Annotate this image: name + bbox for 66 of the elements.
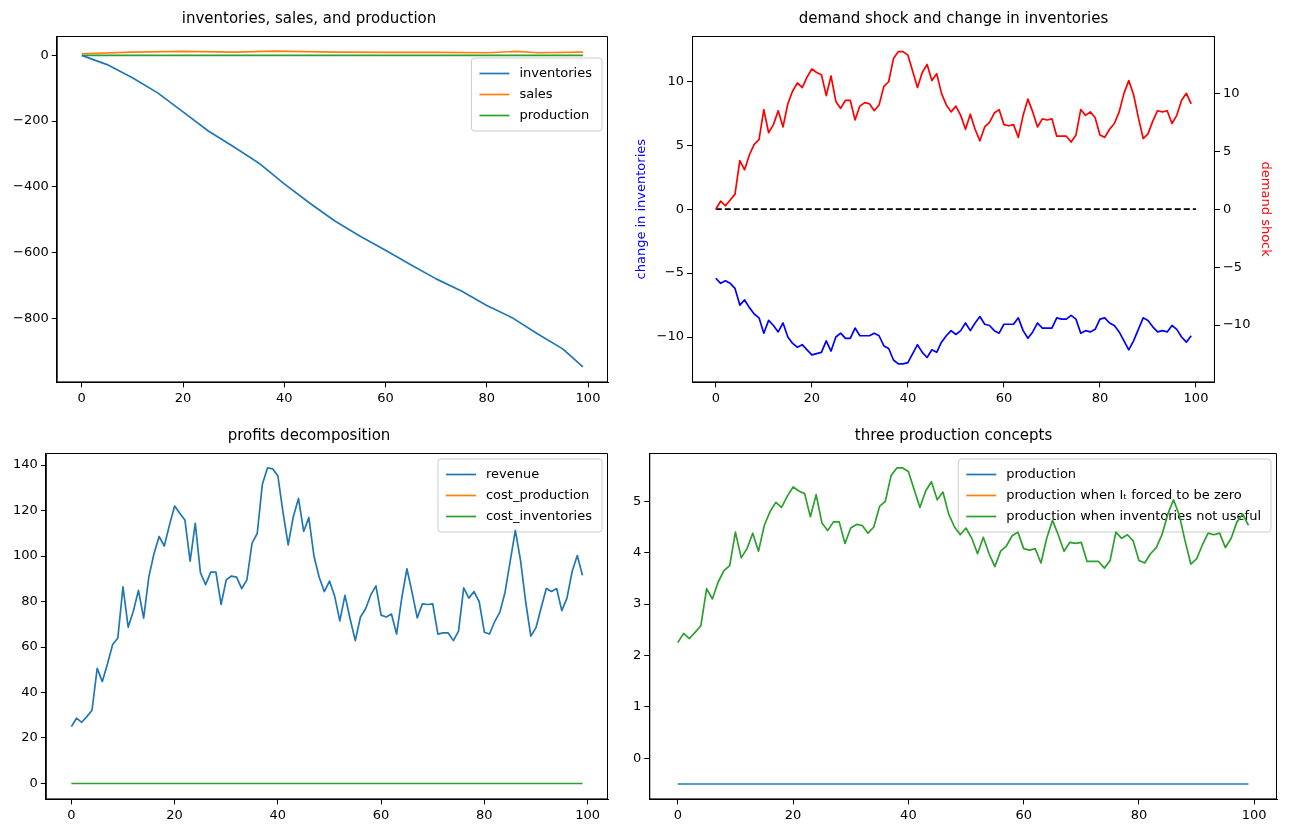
x-tick-label: 20 [803, 389, 821, 405]
y-tick-label: 5 [632, 492, 642, 508]
y2-tick-label: 5 [1222, 142, 1232, 158]
y-tick-label: 40 [21, 683, 38, 699]
chart-title: three production concepts [854, 425, 1053, 444]
x-tick-label: 80 [1130, 806, 1148, 822]
chart-title: profits decomposition [227, 425, 391, 444]
x-tick-label: 40 [899, 389, 917, 405]
legend-label: production when Iₜ forced to be zero [1006, 486, 1242, 502]
x-tick-label: 40 [275, 389, 293, 405]
x-tick-label: 20 [174, 389, 192, 405]
y-tick-label: −600 [12, 243, 49, 259]
y-tick-label: 80 [21, 592, 38, 608]
y-tick-label: −5 [664, 264, 685, 280]
x-tick-label: 80 [476, 806, 493, 822]
legend-label: production [1006, 465, 1077, 481]
y-tick-label: 0 [40, 46, 49, 62]
x-tick-label: 100 [1241, 806, 1267, 822]
x-tick-label: 60 [372, 806, 390, 822]
y2-tick-label: 10 [1222, 84, 1240, 100]
y-tick-label: 10 [667, 72, 685, 88]
chart-title: inventories, sales, and production [181, 8, 437, 27]
y-tick-label: 120 [12, 501, 38, 517]
y2-tick-label: 0 [1222, 200, 1232, 216]
x-tick-label: 100 [575, 389, 601, 405]
x-tick-label: 40 [900, 806, 917, 822]
y2-tick-label: −5 [1222, 258, 1243, 274]
legend-label: cost_inventories [485, 507, 593, 523]
x-tick-label: 40 [269, 806, 287, 822]
y-tick-label: −200 [12, 112, 49, 128]
x-tick-label: 100 [1183, 389, 1209, 405]
x-tick-label: 0 [77, 389, 86, 405]
x-tick-label: 60 [995, 389, 1013, 405]
x-tick-label: 0 [711, 389, 720, 405]
y-tick-label: 4 [632, 544, 642, 560]
y-tick-label: 100 [12, 547, 38, 563]
x-tick-label: 20 [166, 806, 183, 822]
x-tick-label: 80 [478, 389, 496, 405]
legend-label: sales [519, 85, 553, 101]
y-tick-label: 20 [21, 729, 38, 745]
x-tick-label: 60 [377, 389, 394, 405]
legend-label: inventories [519, 64, 593, 80]
y-tick-label: 3 [632, 595, 642, 611]
y-tick-label: 140 [12, 456, 38, 472]
y-tick-label: 1 [632, 698, 642, 714]
y-tick-label: 2 [632, 646, 642, 662]
y-tick-label: 0 [632, 749, 642, 765]
y-tick-label: 5 [675, 136, 685, 152]
y2-tick-label: −10 [1222, 316, 1251, 332]
y-tick-label: 0 [675, 200, 685, 216]
y-tick-label: −800 [12, 309, 49, 325]
legend-label: cost_production [485, 486, 590, 502]
chart-title: demand shock and change in inventories [798, 8, 1109, 27]
y-tick-label: −400 [12, 178, 49, 194]
x-tick-label: 20 [784, 806, 802, 822]
y-tick-label: 60 [21, 638, 38, 654]
y2-axis-title: demand shock [1258, 161, 1274, 258]
y-axis-title: change in inventories [633, 138, 649, 280]
x-tick-label: 80 [1091, 389, 1109, 405]
x-tick-label: 60 [1015, 806, 1032, 822]
x-tick-label: 0 [67, 806, 76, 822]
x-tick-label: 100 [575, 806, 601, 822]
y-tick-label: −10 [656, 328, 685, 344]
y-tick-label: 0 [29, 774, 38, 790]
legend-label: revenue [485, 465, 540, 481]
legend-label: production [519, 106, 590, 122]
